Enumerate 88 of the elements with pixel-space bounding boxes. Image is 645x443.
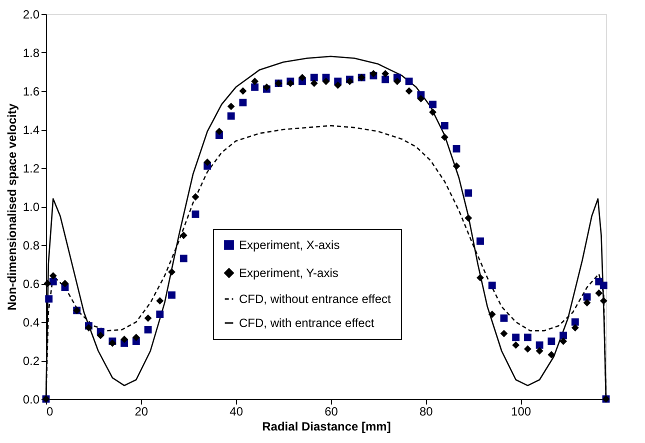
point bbox=[405, 78, 413, 86]
point bbox=[488, 310, 496, 318]
point bbox=[168, 291, 176, 299]
point bbox=[393, 78, 401, 86]
point bbox=[144, 314, 152, 322]
point bbox=[464, 189, 472, 197]
point bbox=[536, 347, 544, 355]
point bbox=[204, 158, 212, 166]
point bbox=[595, 289, 603, 297]
point bbox=[334, 82, 342, 89]
x-axis-title: Radial Diastance [mm] bbox=[262, 420, 391, 434]
x-tick-label: 40 bbox=[230, 404, 244, 418]
point bbox=[192, 193, 200, 201]
point bbox=[488, 282, 496, 290]
legend-label: Experiment, Y-axis bbox=[239, 266, 338, 280]
point bbox=[452, 162, 460, 170]
point bbox=[512, 341, 520, 349]
point bbox=[429, 100, 436, 108]
point bbox=[96, 332, 104, 340]
point bbox=[600, 282, 608, 290]
point bbox=[571, 324, 579, 332]
point bbox=[500, 330, 508, 338]
point bbox=[49, 272, 57, 280]
point bbox=[476, 274, 484, 282]
x-tick-label: 20 bbox=[134, 404, 148, 418]
point bbox=[524, 334, 532, 342]
point bbox=[429, 108, 436, 116]
point bbox=[452, 145, 460, 152]
point bbox=[120, 336, 128, 344]
y-tick-label: 1.8 bbox=[22, 46, 40, 60]
x-tick-label: 100 bbox=[511, 404, 532, 418]
point bbox=[168, 268, 176, 276]
point bbox=[45, 295, 53, 303]
point bbox=[417, 94, 425, 102]
point bbox=[440, 122, 448, 130]
x-tick-label: 80 bbox=[419, 404, 434, 418]
point bbox=[216, 128, 223, 136]
x-tick-label: 60 bbox=[324, 404, 338, 418]
y-tick-label: 1.0 bbox=[22, 200, 40, 214]
point bbox=[239, 87, 247, 95]
point bbox=[512, 334, 520, 342]
point bbox=[49, 278, 57, 286]
y-tick-label: 0.0 bbox=[22, 392, 40, 406]
point bbox=[192, 210, 200, 218]
point bbox=[440, 133, 448, 141]
point bbox=[227, 102, 235, 110]
point bbox=[571, 318, 579, 326]
point bbox=[382, 76, 390, 84]
legend-label: CFD, with entrance effect bbox=[239, 316, 375, 330]
point bbox=[44, 280, 52, 288]
legend-label: CFD, without entrance effect bbox=[239, 292, 392, 306]
point bbox=[548, 338, 556, 345]
point bbox=[560, 332, 567, 340]
point bbox=[405, 87, 413, 95]
point bbox=[132, 334, 140, 342]
y-axis-title: Non-dimensionalised space velocity bbox=[4, 103, 19, 310]
point bbox=[239, 98, 247, 106]
legend-label: Experiment, X-axis bbox=[239, 238, 340, 252]
point bbox=[251, 78, 259, 86]
point bbox=[536, 341, 544, 349]
y-tick-label: 1.2 bbox=[22, 162, 40, 176]
point bbox=[560, 338, 567, 345]
point bbox=[180, 254, 188, 262]
point bbox=[382, 70, 390, 78]
y-tick-label: 0.8 bbox=[22, 238, 40, 252]
y-tick-label: 1.6 bbox=[22, 84, 40, 98]
y-tick-label: 0.6 bbox=[22, 277, 40, 291]
point bbox=[500, 314, 508, 322]
point bbox=[476, 237, 484, 245]
y-tick-label: 0.2 bbox=[22, 354, 40, 368]
point bbox=[600, 297, 608, 305]
point bbox=[180, 232, 188, 240]
x-tick-label: 0 bbox=[46, 404, 54, 418]
point bbox=[310, 80, 318, 88]
point bbox=[322, 78, 330, 86]
y-tick-label: 2.0 bbox=[22, 8, 40, 22]
point bbox=[227, 112, 235, 120]
point bbox=[251, 83, 259, 91]
y-tick-label: 1.4 bbox=[22, 123, 40, 137]
point bbox=[156, 297, 164, 305]
point bbox=[548, 351, 556, 358]
point bbox=[464, 214, 472, 222]
y-tick-label: 0.4 bbox=[22, 316, 40, 330]
point bbox=[144, 326, 152, 334]
point bbox=[310, 74, 318, 82]
point bbox=[61, 280, 69, 288]
point bbox=[156, 310, 164, 318]
point bbox=[524, 345, 532, 353]
